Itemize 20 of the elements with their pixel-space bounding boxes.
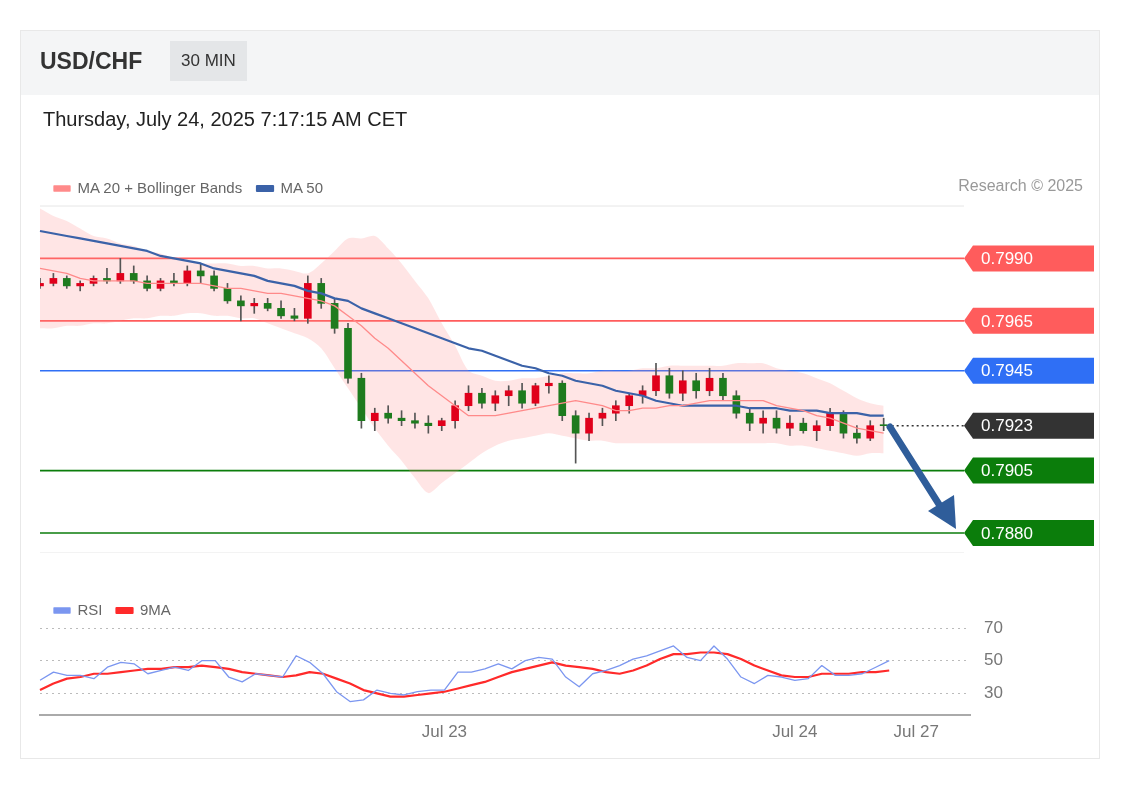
x-tick-label: Jul 27	[893, 722, 939, 742]
y-tick-label: 30	[984, 683, 1004, 703]
legend-label: RSI	[77, 600, 103, 618]
ref-line-label: 0.7965	[981, 311, 1033, 331]
ref-line-label: 0.7945	[981, 361, 1033, 381]
text: Research © 2025	[958, 177, 1083, 195]
chart-subtitle: 30 MIN	[170, 41, 247, 81]
chart-title: USD/CHF	[40, 48, 143, 75]
x-tick-label: Jul 24	[772, 722, 818, 742]
y-tick-label: 70	[984, 617, 1004, 637]
text: Thursday, July 24, 2025 7:17:15 AM CET	[43, 108, 408, 131]
legend-label: 9MA	[140, 600, 171, 618]
x-tick-label: Jul 23	[421, 722, 468, 742]
legend-label: MA 50	[280, 178, 324, 196]
ref-line-label: 0.7923	[981, 416, 1033, 436]
ref-line-label: 0.7880	[981, 523, 1033, 543]
ref-line-label: 0.7990	[981, 249, 1033, 269]
legend-label: MA 20 + Bollinger Bands	[77, 178, 243, 196]
ref-line-label: 0.7905	[981, 461, 1033, 481]
y-tick-label: 50	[984, 650, 1004, 670]
